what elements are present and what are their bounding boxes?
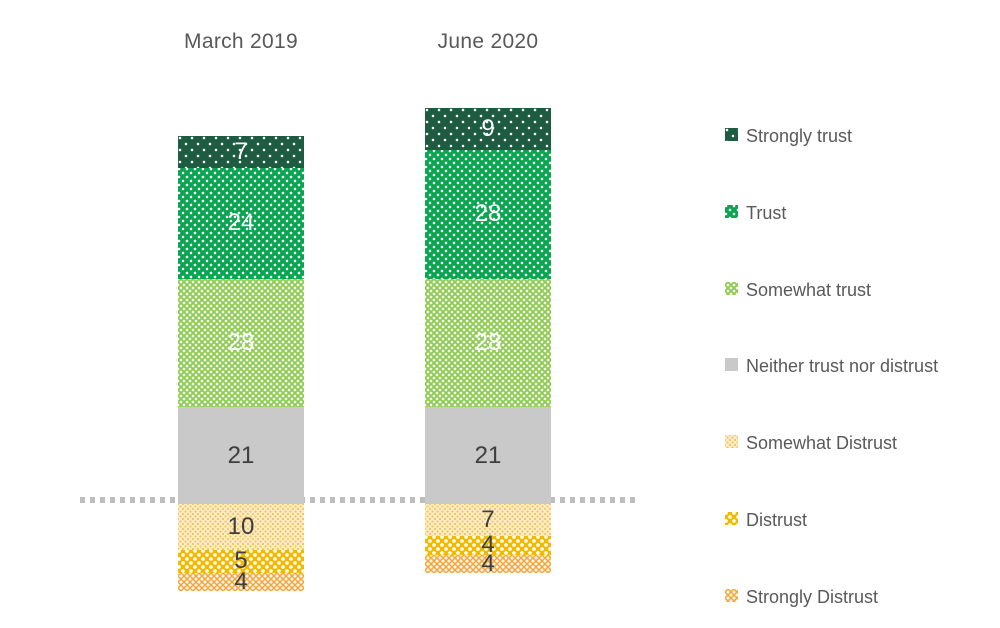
segment-value-label: 7 (481, 506, 495, 534)
segment-value-label: 21 (474, 441, 502, 469)
legend-item-trust: Trust (725, 201, 951, 225)
bar-segment-strongly-distrust: 4 (425, 549, 551, 577)
segment-value-label: 28 (227, 328, 255, 356)
legend-item-somewhat-distrust: Somewhat Distrust (725, 431, 951, 455)
bar-segment-somewhat-distrust: 7 (425, 503, 551, 537)
baseline-dotted-line (80, 497, 638, 503)
bar-segment-strongly-trust: 7 (178, 136, 304, 169)
stacked-bar-march-2019: 7 24 28 21 10 5 4 (178, 136, 304, 596)
legend-swatch-strongly-trust (725, 128, 738, 141)
segment-value-label: 10 (227, 512, 255, 540)
segment-value-label: 24 (227, 209, 255, 237)
bar-segment-neither-trust-nor-distrust: 21 (178, 407, 304, 504)
segment-value-label: 9 (481, 115, 495, 143)
legend-swatch-trust (725, 204, 738, 218)
legend-label: Somewhat trust (746, 279, 872, 300)
bar-segment-neither-trust-nor-distrust: 21 (425, 407, 551, 504)
legend-swatch-strongly-distrust (725, 588, 738, 602)
legend-label: Strongly Distrust (746, 586, 879, 607)
legend-label: Trust (746, 202, 787, 223)
legend-label: Distrust (746, 510, 808, 530)
legend-item-strongly-distrust: Strongly Distrust (725, 585, 951, 609)
segment-value-label: 5 (234, 547, 248, 575)
segment-value-label: 21 (227, 441, 255, 469)
stacked-bar-june-2020: 9 28 28 21 7 4 4 (425, 108, 551, 577)
bar-segment-distrust: 5 (178, 547, 304, 575)
bar-segment-strongly-trust: 9 (425, 108, 551, 150)
segment-value-label: 4 (481, 531, 495, 559)
category-title-march-2019: March 2019 (184, 30, 298, 53)
segment-value-label: 28 (474, 200, 502, 228)
legend-swatch-neither-trust-nor-distrust (725, 358, 738, 372)
legend-swatch-somewhat-distrust (725, 435, 738, 449)
legend-label: Strongly trust (746, 126, 853, 146)
bar-segment-trust: 24 (178, 168, 304, 279)
bar-segment-somewhat-distrust: 10 (178, 503, 304, 550)
legend-label: Somewhat Distrust (746, 433, 898, 454)
bar-segment-distrust: 4 (425, 531, 551, 559)
segment-value-label: 28 (474, 328, 502, 356)
bar-segment-trust: 28 (425, 149, 551, 279)
legend-swatch-distrust (725, 512, 738, 525)
bar-segment-strongly-distrust: 4 (178, 568, 304, 596)
segment-value-label: 4 (234, 568, 248, 596)
segment-value-label: 7 (234, 138, 248, 166)
legend-item-somewhat-trust: Somewhat trust (725, 278, 951, 302)
category-title-june-2020: June 2020 (437, 30, 539, 53)
bar-segment-somewhat-trust: 28 (178, 278, 304, 408)
segment-value-label: 4 (481, 549, 495, 577)
legend-item-distrust: Distrust (725, 508, 951, 532)
legend-item-neither-trust-nor-distrust: Neither trust nor distrust (725, 354, 951, 378)
legend-item-strongly-trust: Strongly trust (725, 124, 951, 148)
bar-segment-somewhat-trust: 28 (425, 278, 551, 408)
legend-label: Neither trust nor distrust (746, 356, 939, 377)
legend-swatch-somewhat-trust (725, 281, 738, 295)
